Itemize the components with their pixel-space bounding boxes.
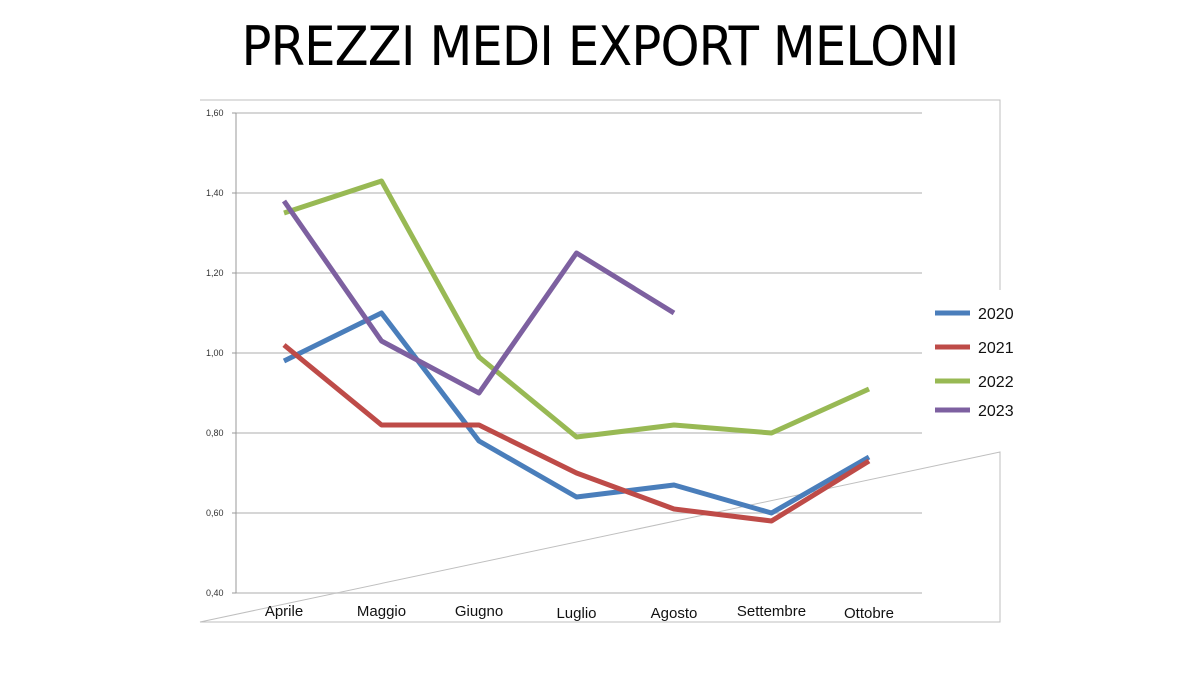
x-tick-label: Settembre — [737, 603, 806, 620]
y-tick-label: 1,60 — [206, 108, 224, 118]
gridlines — [232, 112, 922, 594]
series-line-2020 — [282, 310, 871, 516]
legend-label-2023: 2023 — [978, 403, 1014, 420]
legend-label-2020: 2020 — [978, 306, 1014, 323]
y-tick-label: 1,40 — [206, 188, 224, 198]
x-tick-label: Ottobre — [844, 605, 894, 622]
y-axis-ticks: 0,40 0,60 0,80 1,00 1,20 1,40 1,60 — [206, 108, 224, 598]
y-tick-label: 0,60 — [206, 508, 224, 518]
legend-label-2022: 2022 — [978, 374, 1014, 391]
legend: 2020 2021 2022 2023 — [935, 306, 1014, 420]
series-line-2022 — [283, 178, 871, 440]
chart-title: PREZZI MEDI EXPORT MELONI — [241, 15, 960, 78]
series-line-2021 — [282, 343, 871, 524]
x-axis-ticks: Aprile Maggio Giugno Luglio Agosto Settembre O… — [265, 603, 894, 622]
x-tick-label: Agosto — [651, 605, 698, 622]
x-tick-label: Giugno — [455, 603, 503, 620]
series-line-2023 — [281, 199, 676, 396]
y-tick-label: 1,00 — [206, 348, 224, 358]
legend-label-2021: 2021 — [978, 340, 1014, 357]
chart-border — [199, 99, 1001, 623]
x-tick-label: Aprile — [265, 603, 303, 620]
x-tick-label: Maggio — [357, 603, 406, 620]
chart-frame — [199, 99, 1001, 623]
y-tick-label: 1,20 — [206, 268, 224, 278]
y-tick-label: 0,80 — [206, 428, 224, 438]
x-tick-label: Luglio — [556, 605, 596, 622]
series-lines — [281, 178, 871, 524]
y-tick-label: 0,40 — [206, 588, 224, 598]
